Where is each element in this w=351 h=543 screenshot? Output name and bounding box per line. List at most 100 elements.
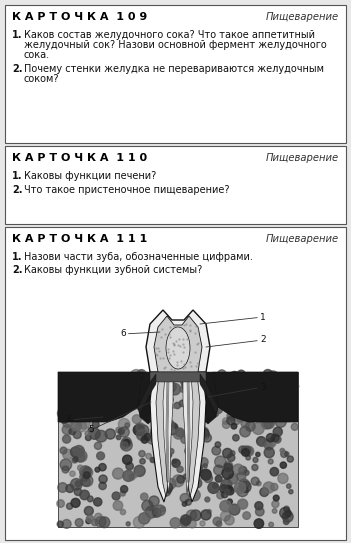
Circle shape bbox=[142, 500, 153, 512]
Circle shape bbox=[181, 515, 191, 525]
Circle shape bbox=[89, 387, 95, 394]
Circle shape bbox=[226, 386, 233, 392]
Circle shape bbox=[121, 485, 128, 493]
Circle shape bbox=[241, 446, 251, 456]
Circle shape bbox=[75, 450, 87, 462]
Circle shape bbox=[236, 413, 240, 417]
Circle shape bbox=[139, 513, 150, 524]
Circle shape bbox=[78, 417, 90, 429]
Circle shape bbox=[120, 439, 132, 451]
Circle shape bbox=[220, 501, 231, 512]
Circle shape bbox=[113, 468, 124, 479]
Circle shape bbox=[85, 431, 90, 436]
Circle shape bbox=[146, 386, 154, 394]
Circle shape bbox=[228, 474, 238, 484]
Circle shape bbox=[239, 402, 244, 407]
Circle shape bbox=[256, 452, 260, 457]
Circle shape bbox=[140, 372, 150, 382]
Circle shape bbox=[254, 519, 264, 528]
Text: Что такое пристеночное пищеварение?: Что такое пристеночное пищеварение? bbox=[24, 185, 230, 195]
Circle shape bbox=[162, 406, 171, 414]
FancyBboxPatch shape bbox=[5, 5, 346, 143]
Circle shape bbox=[199, 458, 208, 466]
Circle shape bbox=[204, 473, 212, 483]
Circle shape bbox=[239, 466, 247, 475]
Polygon shape bbox=[185, 374, 200, 497]
Circle shape bbox=[265, 393, 271, 399]
Circle shape bbox=[223, 449, 232, 458]
Circle shape bbox=[270, 405, 279, 414]
Circle shape bbox=[119, 427, 129, 437]
Circle shape bbox=[62, 435, 71, 443]
Circle shape bbox=[262, 382, 273, 393]
Circle shape bbox=[207, 509, 211, 514]
Circle shape bbox=[269, 522, 273, 527]
Circle shape bbox=[192, 434, 196, 438]
Circle shape bbox=[88, 427, 93, 433]
Circle shape bbox=[172, 404, 176, 408]
Circle shape bbox=[166, 478, 176, 489]
Circle shape bbox=[273, 495, 279, 501]
Circle shape bbox=[101, 381, 112, 392]
Circle shape bbox=[180, 494, 189, 503]
Circle shape bbox=[71, 498, 80, 507]
Circle shape bbox=[118, 428, 124, 434]
Circle shape bbox=[71, 420, 81, 431]
Circle shape bbox=[71, 478, 82, 490]
Circle shape bbox=[120, 491, 125, 496]
Circle shape bbox=[268, 459, 273, 464]
Text: К А Р Т О Ч К А  1 1 0: К А Р Т О Ч К А 1 1 0 bbox=[12, 153, 147, 163]
Circle shape bbox=[216, 396, 223, 402]
Circle shape bbox=[246, 396, 250, 401]
Circle shape bbox=[168, 449, 174, 454]
Circle shape bbox=[244, 401, 255, 412]
Circle shape bbox=[57, 521, 63, 527]
Circle shape bbox=[174, 402, 180, 409]
Circle shape bbox=[283, 390, 290, 397]
Circle shape bbox=[292, 408, 296, 413]
Circle shape bbox=[255, 502, 263, 510]
Circle shape bbox=[223, 418, 229, 424]
Circle shape bbox=[86, 519, 91, 523]
Circle shape bbox=[172, 475, 184, 487]
Circle shape bbox=[254, 403, 262, 411]
Circle shape bbox=[263, 482, 274, 493]
Circle shape bbox=[267, 402, 273, 408]
Circle shape bbox=[171, 424, 178, 431]
Polygon shape bbox=[58, 372, 143, 422]
Circle shape bbox=[273, 427, 282, 437]
Circle shape bbox=[199, 427, 209, 437]
Circle shape bbox=[180, 387, 186, 392]
Text: 1.: 1. bbox=[12, 30, 22, 40]
Circle shape bbox=[99, 517, 110, 528]
Circle shape bbox=[75, 452, 85, 462]
Circle shape bbox=[89, 428, 100, 439]
Circle shape bbox=[95, 468, 100, 472]
Circle shape bbox=[180, 515, 191, 525]
Text: 2.: 2. bbox=[12, 185, 22, 195]
Circle shape bbox=[273, 393, 280, 401]
Circle shape bbox=[212, 446, 221, 455]
Circle shape bbox=[237, 370, 245, 378]
Circle shape bbox=[198, 415, 205, 421]
Circle shape bbox=[232, 397, 240, 405]
Circle shape bbox=[124, 409, 128, 413]
Circle shape bbox=[75, 421, 87, 432]
Text: желудочный сок? Назови основной фермент желудочного: желудочный сок? Назови основной фермент … bbox=[24, 40, 327, 50]
Circle shape bbox=[230, 451, 235, 456]
Circle shape bbox=[177, 476, 185, 483]
Polygon shape bbox=[58, 372, 298, 527]
Circle shape bbox=[84, 507, 93, 515]
Circle shape bbox=[185, 446, 196, 456]
Circle shape bbox=[220, 485, 228, 493]
Circle shape bbox=[72, 404, 83, 414]
Polygon shape bbox=[186, 374, 206, 502]
Circle shape bbox=[162, 374, 168, 380]
Circle shape bbox=[73, 431, 81, 439]
Circle shape bbox=[215, 442, 221, 447]
Circle shape bbox=[275, 416, 286, 427]
Circle shape bbox=[231, 424, 237, 429]
Circle shape bbox=[143, 511, 152, 520]
Circle shape bbox=[71, 395, 80, 404]
Circle shape bbox=[63, 449, 73, 459]
